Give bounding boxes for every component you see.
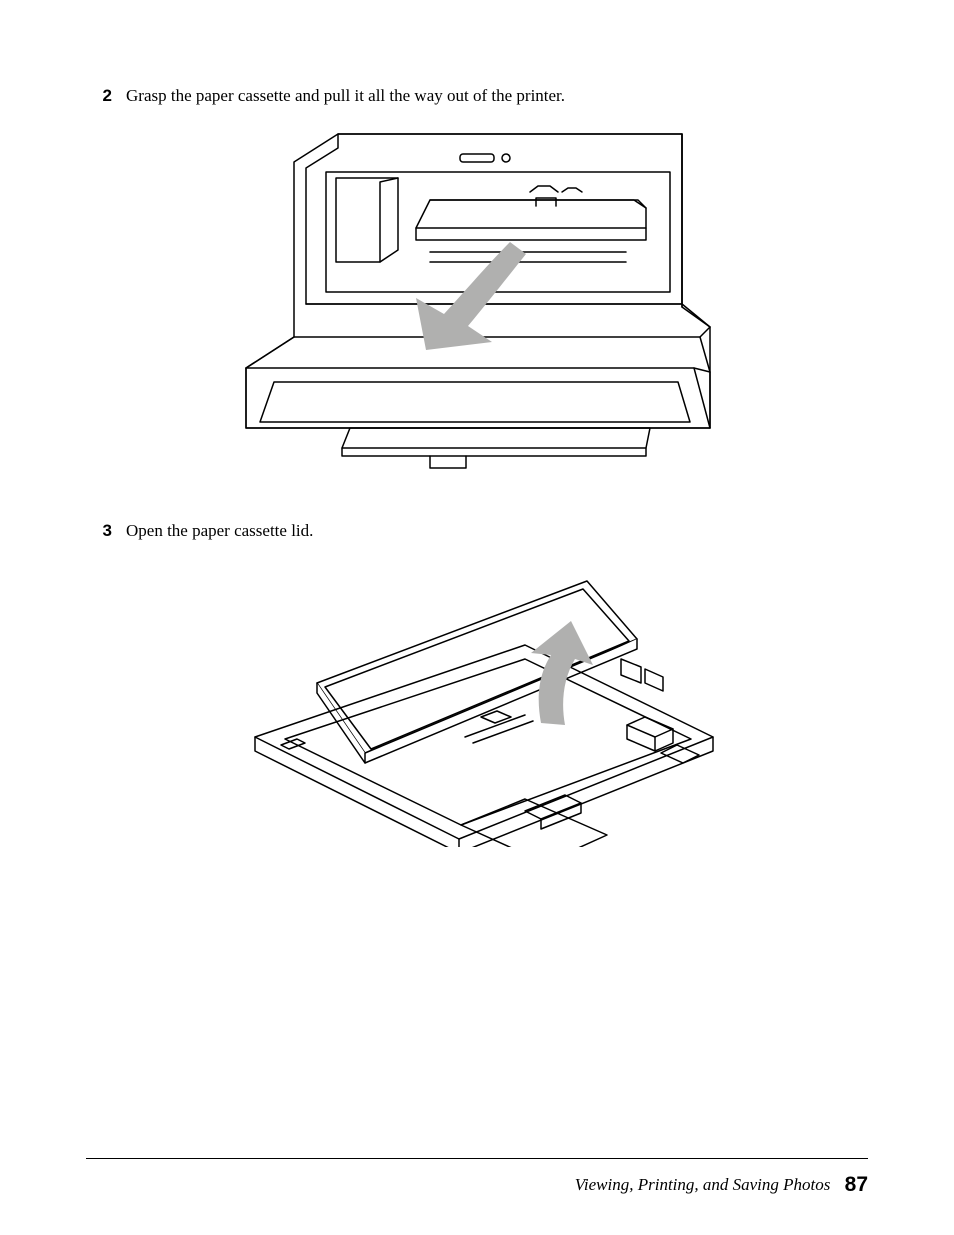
figure-pull-cassette [86,132,868,497]
step-number: 3 [86,519,126,543]
figure-open-lid [86,567,868,852]
step-text: Open the paper cassette lid. [126,519,313,543]
page-number: 87 [845,1173,868,1196]
page-footer: Viewing, Printing, and Saving Photos 87 [575,1173,868,1197]
footer-rule [86,1158,868,1159]
step-3: 3 Open the paper cassette lid. [86,519,868,543]
section-title: Viewing, Printing, and Saving Photos [575,1175,831,1194]
step-2: 2 Grasp the paper cassette and pull it a… [86,84,868,108]
document-page: 2 Grasp the paper cassette and pull it a… [0,0,954,1235]
cassette-illustration [225,567,729,847]
step-text: Grasp the paper cassette and pull it all… [126,84,565,108]
step-number: 2 [86,84,126,108]
printer-illustration [230,132,724,492]
